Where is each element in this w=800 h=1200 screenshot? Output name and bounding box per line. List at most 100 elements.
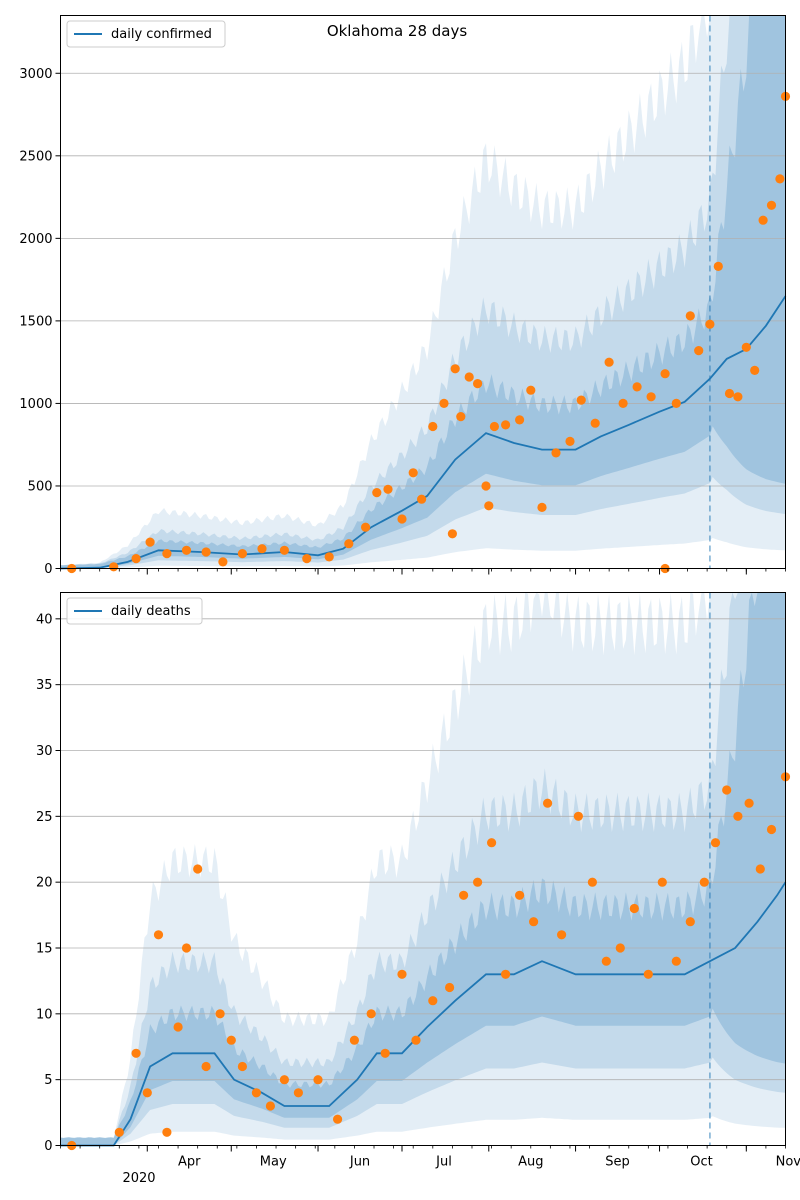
x-tick-label: Oct — [690, 1155, 712, 1170]
data-point — [722, 785, 732, 795]
y-tick-label: 2500 — [19, 149, 52, 164]
data-point — [349, 1035, 359, 1045]
data-point — [489, 421, 499, 432]
data-point — [344, 539, 354, 549]
data-point — [515, 415, 525, 425]
data-point — [218, 557, 228, 567]
plot-frame — [60, 592, 786, 1146]
data-point — [529, 917, 539, 927]
data-point — [313, 1075, 323, 1085]
year-label: 2020 — [122, 1171, 155, 1186]
y-tick-label: 10 — [36, 1007, 53, 1022]
data-point — [380, 1048, 390, 1058]
x-tick-label: Apr — [178, 1155, 201, 1170]
data-point — [481, 481, 491, 491]
y-tick-label: 0 — [44, 1139, 52, 1154]
data-point — [372, 488, 382, 498]
data-point — [193, 864, 203, 874]
data-point — [142, 1088, 152, 1098]
data-point — [643, 969, 653, 979]
data-point — [501, 420, 511, 430]
data-point — [766, 200, 777, 210]
series-group — [60, 15, 791, 574]
data-point — [447, 529, 457, 539]
confidence-bands — [60, 592, 786, 1146]
data-point — [632, 382, 642, 392]
data-point — [162, 1127, 172, 1137]
data-point — [265, 1101, 275, 1111]
data-point — [366, 1009, 376, 1019]
data-point — [733, 392, 743, 402]
y-tick-label: 20 — [36, 876, 53, 891]
x-tick-label: May — [260, 1155, 287, 1170]
confirmed-panel: 0 500 1000 1500 2000 2500 3000 Oklahoma 28 day… — [19, 15, 791, 577]
data-point — [741, 342, 751, 352]
y-tick-label: 1500 — [19, 314, 52, 329]
confidence-band — [60, 15, 786, 569]
data-point — [293, 1088, 303, 1098]
data-point — [145, 537, 155, 547]
data-point — [587, 877, 598, 887]
data-point — [456, 412, 466, 422]
data-point — [257, 544, 267, 554]
legend: daily confirmed — [66, 20, 226, 48]
data-point — [487, 838, 497, 848]
data-point — [775, 174, 785, 184]
data-point — [671, 398, 681, 408]
data-point — [766, 824, 777, 835]
data-point — [114, 1127, 124, 1137]
data-point — [473, 877, 483, 887]
legend-label: daily confirmed — [111, 27, 212, 42]
data-point — [279, 545, 289, 555]
plot-frame — [60, 15, 786, 569]
legend-box — [66, 20, 226, 48]
data-point — [671, 956, 681, 966]
data-point — [685, 917, 695, 927]
data-point — [744, 798, 754, 808]
axes: 0 500 1000 1500 2000 2500 3000 — [19, 67, 786, 577]
data-point — [733, 811, 743, 821]
x-tick-label: Sep — [605, 1155, 630, 1170]
x-tick-label: Aug — [518, 1155, 543, 1170]
data-point — [526, 385, 536, 395]
data-point — [181, 545, 192, 555]
legend-box — [66, 597, 203, 625]
data-point — [646, 392, 656, 402]
data-point — [408, 468, 418, 478]
data-point — [713, 261, 723, 271]
data-point — [445, 982, 455, 993]
data-point — [417, 494, 427, 504]
data-point — [484, 501, 494, 511]
confidence-band — [60, 592, 786, 1146]
data-point — [685, 311, 695, 321]
data-point — [131, 554, 141, 564]
data-point — [397, 969, 407, 979]
data-point — [551, 448, 561, 458]
data-point — [109, 562, 119, 572]
x-tick-label: Jun — [349, 1155, 370, 1170]
y-tick-label: 40 — [36, 612, 53, 627]
series-group — [60, 592, 791, 1151]
data-point — [237, 549, 247, 559]
y-tick-label: 500 — [28, 479, 53, 494]
data-point — [758, 215, 768, 225]
data-point — [361, 522, 371, 532]
axes: 0 5 10 15 20 25 30 35 40 Apr May Jun Jul Aug Sep Oct Nov — [36, 612, 800, 1169]
data-point — [411, 1035, 421, 1045]
data-point — [383, 484, 393, 494]
data-point — [565, 436, 575, 446]
data-point — [755, 864, 765, 874]
confidence-bands — [60, 15, 786, 569]
data-point — [573, 811, 584, 821]
data-point — [543, 798, 553, 808]
data-point — [724, 388, 735, 399]
data-point — [215, 1009, 225, 1019]
data-point — [615, 943, 625, 953]
y-tick-label: 30 — [36, 744, 53, 759]
data-point — [333, 1114, 343, 1124]
data-point — [324, 552, 334, 562]
data-point — [162, 549, 172, 559]
legend: daily deaths — [66, 597, 203, 625]
data-point — [537, 502, 547, 512]
y-tick-label: 25 — [36, 810, 53, 825]
